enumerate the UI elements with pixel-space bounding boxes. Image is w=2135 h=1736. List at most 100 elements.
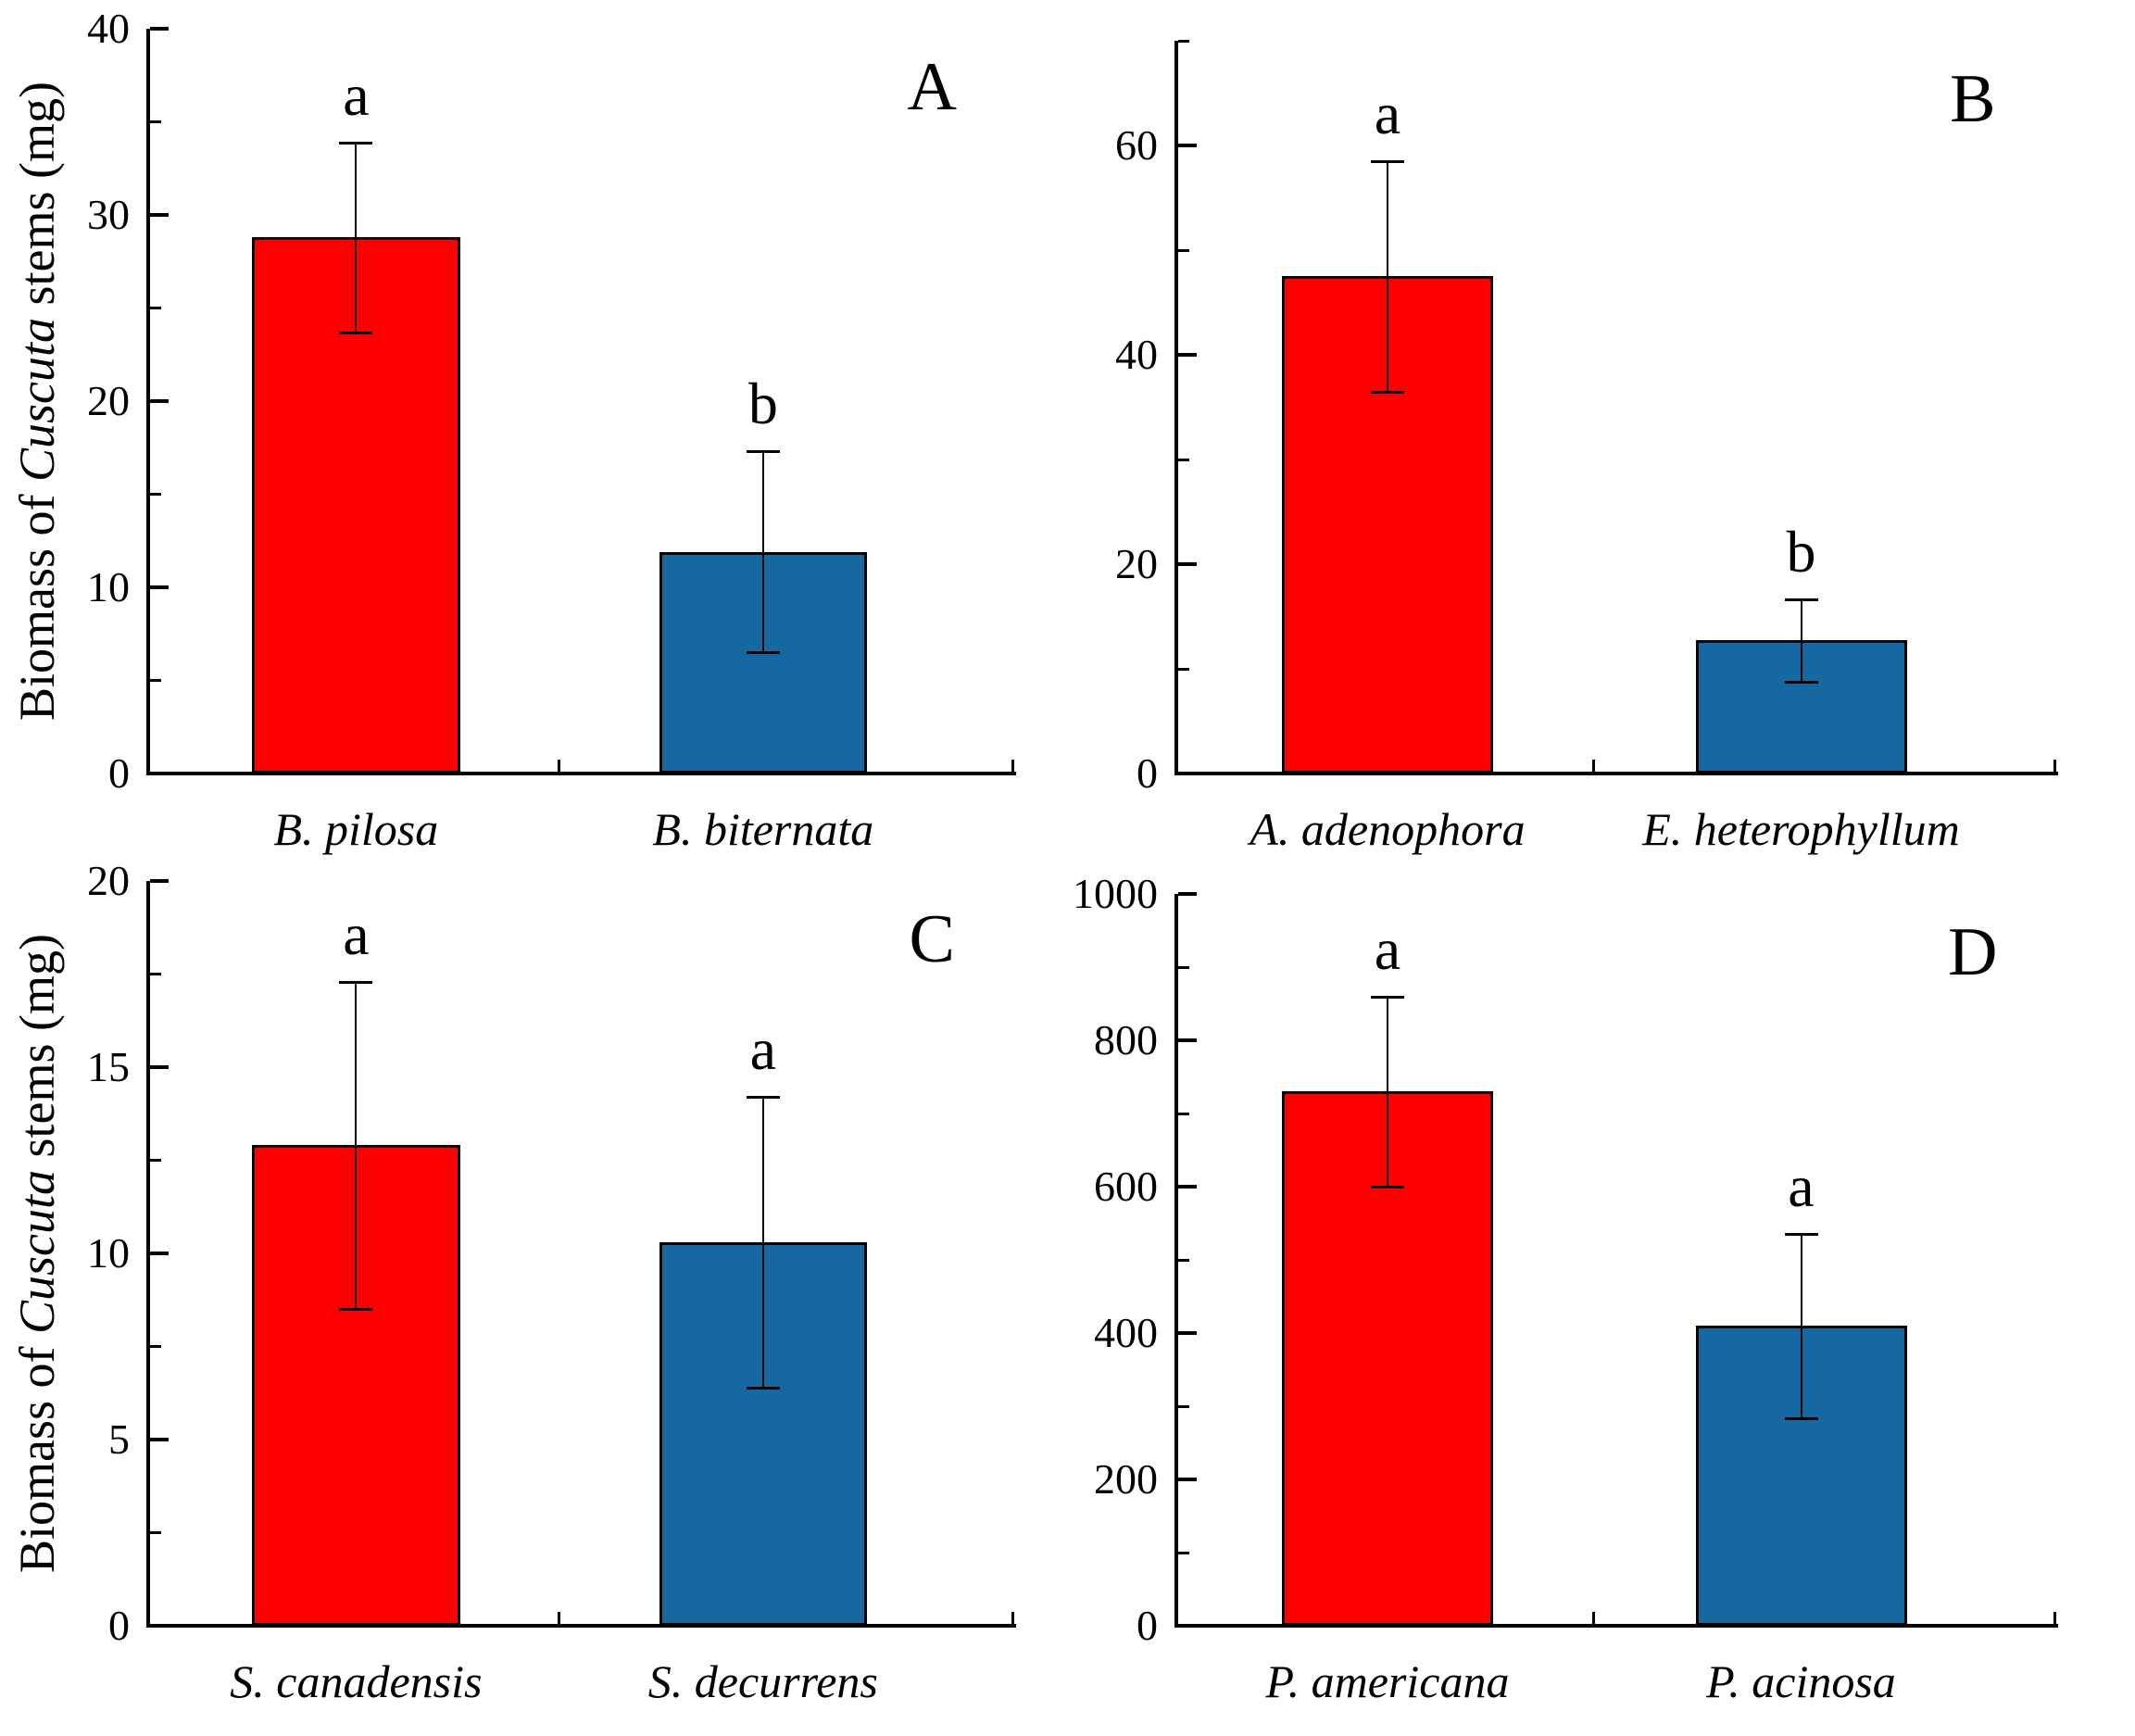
y-major-tick	[150, 1252, 169, 1255]
error-bar-cap-top	[339, 980, 373, 984]
y-major-tick	[150, 213, 169, 217]
significance-letter: a	[343, 900, 370, 967]
y-major-tick	[1178, 1624, 1197, 1628]
y-tick-label: 0	[1137, 1602, 1158, 1649]
x-mid-tick	[1592, 760, 1596, 772]
y-major-tick	[1178, 772, 1197, 775]
y-minor-tick	[150, 493, 161, 496]
y-tick-label: 400	[1094, 1309, 1158, 1356]
x-axis	[1174, 772, 2058, 775]
y-tick-label: 10	[87, 1229, 130, 1277]
panel-letter-A: A	[907, 49, 957, 125]
y-tick-label: 15	[87, 1043, 130, 1090]
error-bar-cap-bottom	[339, 1308, 373, 1312]
y-minor-tick	[150, 307, 161, 309]
error-bar-cap-top	[1784, 598, 1818, 602]
x-category-label: S. decurrens	[647, 1655, 878, 1707]
x-end-tick	[1011, 760, 1014, 772]
panel-letter-D: D	[1948, 914, 1998, 990]
x-category-label: B. biternata	[652, 803, 874, 855]
y-tick-label: 200	[1094, 1455, 1158, 1503]
error-bar-cap-bottom	[1784, 1416, 1818, 1420]
y-tick-label: 20	[87, 377, 130, 424]
significance-letter: a	[749, 1016, 777, 1083]
significance-letter: a	[1374, 915, 1401, 982]
y-axis	[1174, 894, 1178, 1628]
y-major-tick	[1178, 1478, 1197, 1481]
y-major-tick	[150, 1438, 169, 1441]
y-tick-label: 10	[87, 563, 130, 610]
x-end-tick	[1011, 1612, 1014, 1624]
y-tick-label: 0	[108, 749, 130, 797]
y-tick-label: 60	[1115, 121, 1158, 169]
y-major-tick	[1178, 1185, 1197, 1189]
x-end-tick	[2053, 1612, 2056, 1624]
error-bar-cap-top	[1371, 995, 1404, 999]
y-axis	[146, 881, 150, 1628]
y-minor-tick	[1178, 248, 1189, 252]
y-minor-tick	[1178, 1258, 1189, 1262]
y-axis	[146, 29, 150, 775]
error-bar-cap-top	[339, 141, 373, 145]
y-minor-tick	[1178, 667, 1189, 671]
error-bar-cap-top	[1371, 159, 1404, 163]
error-bar-line	[761, 1097, 764, 1388]
significance-letter: a	[1374, 80, 1401, 146]
y-tick-label: 20	[1115, 540, 1158, 587]
y-tick-label: 40	[87, 5, 130, 52]
error-bar-cap-top	[1784, 1232, 1818, 1236]
y-major-tick	[1178, 353, 1197, 357]
y-tick-label: 20	[87, 857, 130, 904]
error-bar-cap-bottom	[1784, 680, 1818, 684]
x-category-label: E. heterophyllum	[1642, 803, 1960, 855]
y-minor-tick	[150, 973, 161, 975]
y-tick-label: 600	[1094, 1163, 1158, 1210]
error-bar-line	[1387, 160, 1388, 392]
panel-letter-C: C	[909, 901, 955, 977]
x-mid-tick	[1592, 1612, 1596, 1624]
y-minor-tick	[1178, 39, 1189, 43]
y-major-tick	[150, 585, 169, 589]
y-tick-label: 1000	[1073, 870, 1158, 917]
y-minor-tick	[1178, 458, 1189, 461]
y-major-tick	[150, 772, 169, 775]
error-bar-cap-bottom	[1371, 390, 1404, 394]
y-tick-label: 5	[108, 1415, 130, 1463]
error-bar-cap-bottom	[339, 331, 373, 334]
y-axis	[1174, 41, 1178, 775]
x-axis	[146, 1624, 1016, 1628]
y-major-tick	[150, 27, 169, 31]
significance-letter: a	[343, 61, 370, 128]
y-minor-tick	[150, 1159, 161, 1162]
error-bar-line	[761, 451, 764, 653]
y-tick-label: 800	[1094, 1016, 1158, 1063]
panel-letter-B: B	[1950, 61, 1996, 137]
error-bar-line	[1387, 996, 1388, 1187]
x-end-tick	[2053, 760, 2056, 772]
y-minor-tick	[1178, 1551, 1189, 1554]
error-bar-cap-bottom	[746, 651, 780, 655]
y-major-tick	[1178, 892, 1197, 896]
x-category-label: S. canadensis	[230, 1655, 483, 1707]
error-bar-line	[355, 981, 358, 1310]
y-major-tick	[1178, 144, 1197, 147]
x-category-label: B. pilosa	[273, 803, 439, 855]
y-minor-tick	[1178, 965, 1189, 969]
y-minor-tick	[150, 1345, 161, 1348]
y-tick-label: 0	[108, 1602, 130, 1649]
y-minor-tick	[1178, 1404, 1189, 1408]
y-minor-tick	[150, 120, 161, 123]
y-tick-label: 40	[1115, 331, 1158, 378]
error-bar-cap-top	[746, 1096, 780, 1100]
y-major-tick	[150, 879, 169, 883]
error-bar-cap-bottom	[746, 1386, 780, 1390]
x-category-label: P. acinosa	[1706, 1655, 1896, 1707]
error-bar-line	[1800, 599, 1802, 682]
error-bar-cap-bottom	[1371, 1186, 1404, 1189]
y-major-tick	[1178, 1331, 1197, 1335]
y-minor-tick	[1178, 1112, 1189, 1115]
y-major-tick	[150, 1065, 169, 1069]
x-category-label: A. adenophora	[1250, 803, 1526, 855]
y-minor-tick	[150, 679, 161, 682]
x-mid-tick	[558, 1612, 561, 1624]
